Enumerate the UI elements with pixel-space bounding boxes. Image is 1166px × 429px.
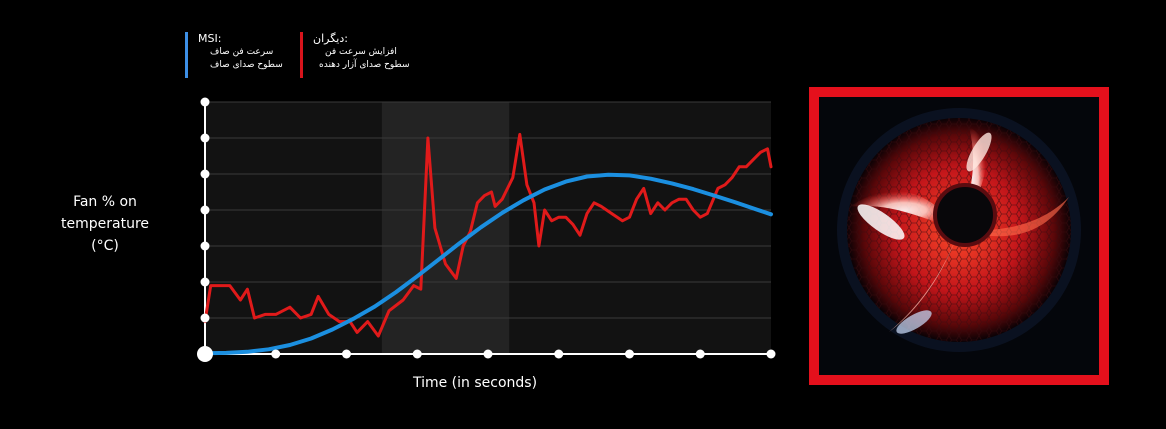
x-tick-marker [554,349,564,359]
x-tick-marker [271,349,281,359]
y-tick-marker [200,205,210,215]
highlight-band [381,102,510,354]
legend-others-item: سطوح صدای آزار دهنده [319,60,410,70]
origin-marker [197,346,213,362]
x-tick-marker [625,349,634,359]
series-line-others [203,132,773,338]
x-axis-label: Time (in seconds) [412,375,538,391]
x-tick-marker [695,349,705,359]
series-line-msi [203,172,773,356]
legend-msi-title: MSI: [198,32,222,45]
legend-others: دیگران: افزایش سرعت فن سطوح صدای آزار ده… [300,32,409,78]
legend-msi-item: سطوح صدای صاف [210,60,283,70]
x-tick-marker [342,349,351,359]
fan-image [809,87,1109,385]
y-axis-label: Fan % on temperature (°C) [61,194,149,254]
y-tick-marker [200,277,210,287]
legend-msi-item: سرعت فن صاف [210,47,274,57]
x-tick-marker [412,349,422,359]
y-tick-marker [200,133,210,143]
red-led-fan-photo-icon [819,97,1099,375]
y-tick-marker [200,241,210,251]
legend-others-title: دیگران: [313,32,348,45]
legend-others-item: افزایش سرعت فن [325,47,397,57]
x-tick-marker [483,349,493,359]
x-tick-marker [766,349,776,359]
y-tick-marker [200,169,210,179]
legend-msi: MSI: سرعت فن صاف سطوح صدای صاف [185,32,283,78]
y-tick-marker [200,97,210,107]
y-tick-marker [200,313,210,323]
line-chart [197,97,776,362]
